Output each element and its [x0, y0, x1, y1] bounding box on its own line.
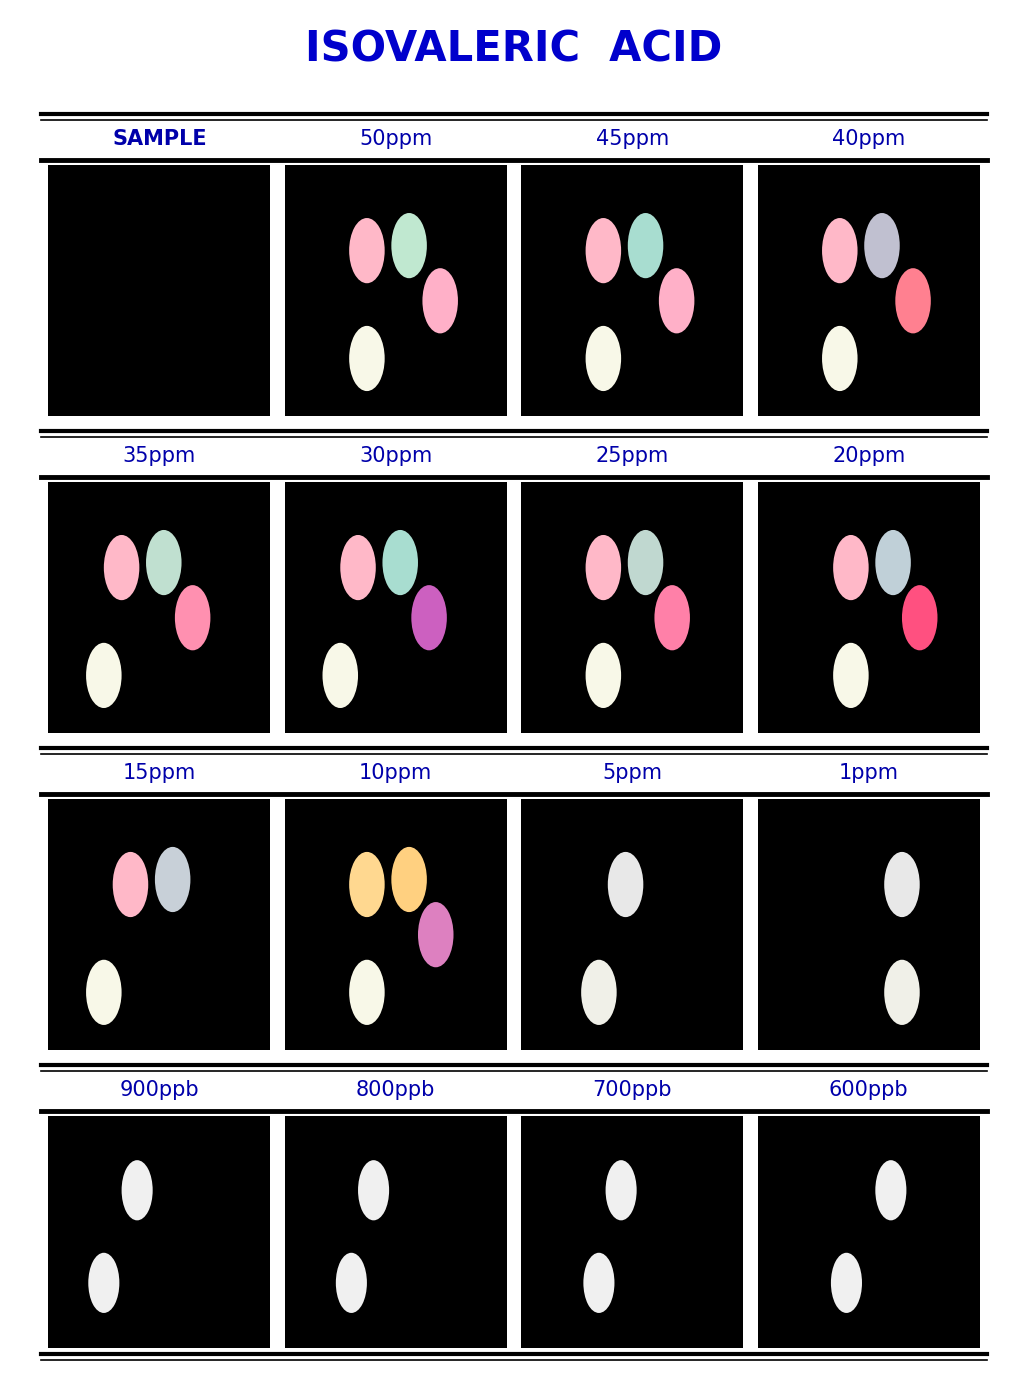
Ellipse shape — [586, 535, 621, 601]
Ellipse shape — [86, 959, 121, 1025]
Ellipse shape — [833, 642, 869, 708]
Ellipse shape — [605, 1160, 636, 1221]
Text: 40ppm: 40ppm — [832, 130, 906, 149]
Ellipse shape — [581, 959, 617, 1025]
Ellipse shape — [382, 531, 418, 595]
Ellipse shape — [146, 531, 182, 595]
Ellipse shape — [113, 852, 148, 918]
Text: 800ppb: 800ppb — [356, 1080, 436, 1100]
Ellipse shape — [155, 847, 190, 912]
Ellipse shape — [831, 1253, 862, 1313]
Text: 600ppb: 600ppb — [829, 1080, 909, 1100]
Text: 10ppm: 10ppm — [359, 763, 433, 783]
Ellipse shape — [175, 586, 211, 650]
Ellipse shape — [336, 1253, 367, 1313]
Ellipse shape — [865, 214, 900, 278]
Ellipse shape — [350, 959, 384, 1025]
Text: 30ppm: 30ppm — [359, 446, 433, 466]
Ellipse shape — [586, 218, 621, 284]
Ellipse shape — [418, 903, 453, 967]
Text: 25ppm: 25ppm — [595, 446, 669, 466]
Ellipse shape — [350, 325, 384, 391]
Text: 5ppm: 5ppm — [602, 763, 662, 783]
Ellipse shape — [586, 642, 621, 708]
Ellipse shape — [875, 531, 911, 595]
Ellipse shape — [822, 325, 857, 391]
Text: 35ppm: 35ppm — [122, 446, 196, 466]
Ellipse shape — [358, 1160, 390, 1221]
Ellipse shape — [392, 214, 427, 278]
Ellipse shape — [884, 852, 920, 918]
Text: 15ppm: 15ppm — [122, 763, 196, 783]
Ellipse shape — [583, 1253, 615, 1313]
Ellipse shape — [655, 586, 690, 650]
Ellipse shape — [392, 847, 427, 912]
Ellipse shape — [411, 586, 447, 650]
Ellipse shape — [86, 642, 121, 708]
Ellipse shape — [659, 269, 694, 333]
Ellipse shape — [628, 531, 663, 595]
Ellipse shape — [104, 535, 140, 601]
Text: 45ppm: 45ppm — [595, 130, 669, 149]
Ellipse shape — [323, 642, 358, 708]
Ellipse shape — [586, 325, 621, 391]
Ellipse shape — [822, 218, 857, 284]
Text: 1ppm: 1ppm — [839, 763, 898, 783]
Text: 700ppb: 700ppb — [592, 1080, 672, 1100]
Ellipse shape — [340, 535, 376, 601]
Ellipse shape — [902, 586, 938, 650]
Text: 50ppm: 50ppm — [359, 130, 433, 149]
Ellipse shape — [88, 1253, 119, 1313]
Ellipse shape — [608, 852, 644, 918]
Ellipse shape — [350, 852, 384, 918]
Ellipse shape — [833, 535, 869, 601]
Text: 900ppb: 900ppb — [119, 1080, 199, 1100]
Ellipse shape — [121, 1160, 153, 1221]
Text: 20ppm: 20ppm — [832, 446, 906, 466]
Ellipse shape — [895, 269, 930, 333]
Text: ISOVALERIC  ACID: ISOVALERIC ACID — [305, 29, 723, 70]
Ellipse shape — [350, 218, 384, 284]
Ellipse shape — [884, 959, 920, 1025]
Ellipse shape — [875, 1160, 907, 1221]
Ellipse shape — [628, 214, 663, 278]
Text: SAMPLE: SAMPLE — [112, 130, 207, 149]
Ellipse shape — [423, 269, 457, 333]
